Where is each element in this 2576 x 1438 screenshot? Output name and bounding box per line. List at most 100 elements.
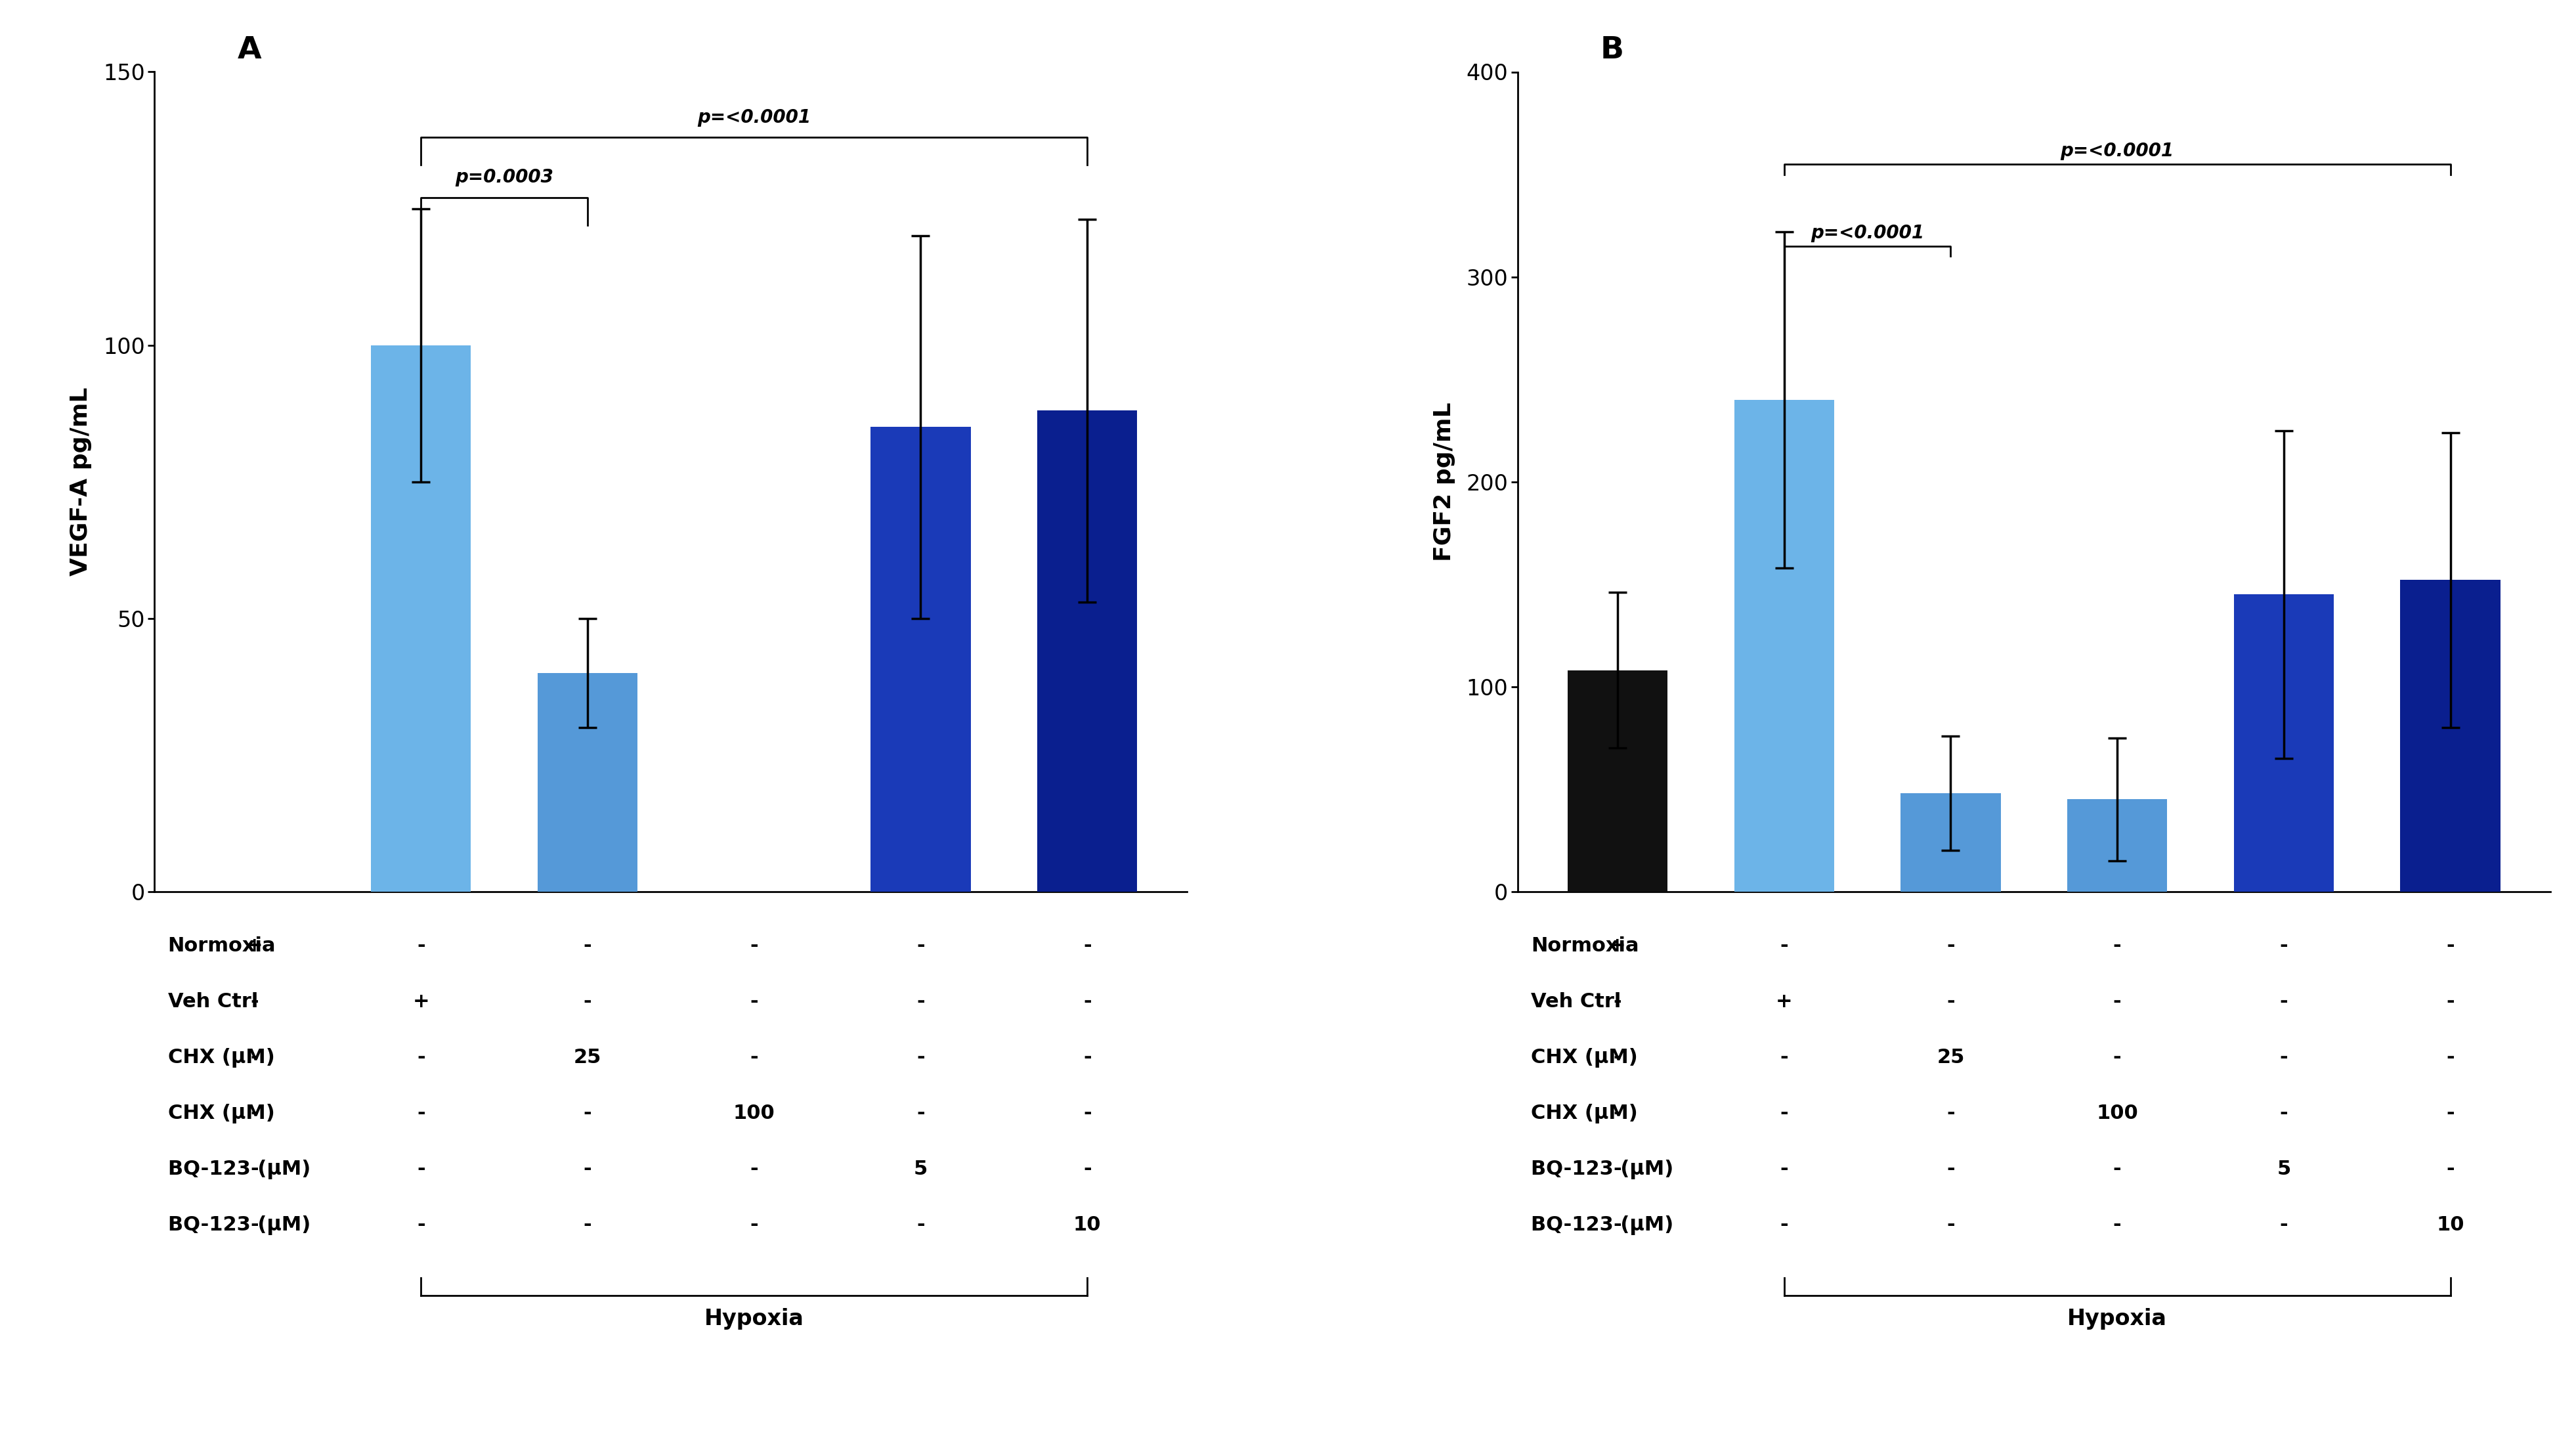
Text: -: - [1780,1159,1788,1179]
Text: -: - [582,1104,592,1123]
Bar [2233,594,2334,892]
Bar [2401,580,2501,892]
Text: -: - [917,936,925,956]
Bar [2069,800,2166,892]
Text: Veh Ctrl: Veh Ctrl [1530,992,1620,1011]
Text: 25: 25 [574,1048,603,1067]
Text: -: - [750,992,757,1011]
Bar [871,427,971,892]
Bar [1901,794,2002,892]
Text: -: - [2112,992,2123,1011]
Text: p=<0.0001: p=<0.0001 [1811,223,1924,242]
Text: p=<0.0001: p=<0.0001 [2061,141,2174,160]
Text: -: - [1947,1159,1955,1179]
Text: -: - [1613,1048,1623,1067]
Text: Hypoxia: Hypoxia [2069,1309,2166,1330]
Text: -: - [2280,936,2287,956]
Text: +: + [1775,992,1793,1011]
Text: -: - [917,992,925,1011]
Text: BQ-123 (μM): BQ-123 (μM) [167,1215,312,1235]
Text: 5: 5 [2277,1159,2290,1179]
Text: -: - [1613,992,1623,1011]
Text: -: - [250,992,258,1011]
Text: p=0.0003: p=0.0003 [456,168,554,187]
Text: -: - [417,1048,425,1067]
Bar [538,673,639,892]
Text: -: - [750,1159,757,1179]
Text: BQ-123 (μM): BQ-123 (μM) [1530,1159,1674,1179]
Text: -: - [1082,936,1092,956]
Text: Hypoxia: Hypoxia [703,1309,804,1330]
Text: -: - [917,1215,925,1234]
Text: -: - [1780,1104,1788,1123]
Text: 100: 100 [2097,1104,2138,1123]
Text: -: - [2447,1104,2455,1123]
Text: -: - [2280,1104,2287,1123]
Text: -: - [417,1104,425,1123]
Text: -: - [1947,1215,1955,1234]
Text: -: - [2280,1048,2287,1067]
Text: -: - [2280,992,2287,1011]
Text: -: - [2112,1159,2123,1179]
Text: CHX (μM): CHX (μM) [167,1104,276,1123]
Text: -: - [417,1215,425,1234]
Text: BQ-123 (μM): BQ-123 (μM) [1530,1215,1674,1235]
Text: -: - [582,1215,592,1234]
Text: -: - [250,1048,258,1067]
Text: -: - [2447,936,2455,956]
Text: +: + [1610,936,1625,956]
Bar [1569,670,1667,892]
Text: -: - [1947,992,1955,1011]
Text: +: + [412,992,430,1011]
Text: 10: 10 [2437,1215,2465,1234]
Text: -: - [2447,1159,2455,1179]
Text: -: - [1082,992,1092,1011]
Text: -: - [1082,1159,1092,1179]
Text: -: - [750,936,757,956]
Text: p=<0.0001: p=<0.0001 [698,108,811,127]
Text: -: - [250,1104,258,1123]
Text: -: - [417,936,425,956]
Text: BQ-123 (μM): BQ-123 (μM) [167,1159,312,1179]
Text: -: - [1780,1048,1788,1067]
Text: 5: 5 [914,1159,927,1179]
Text: -: - [1082,1104,1092,1123]
Text: B: B [1600,36,1623,65]
Text: -: - [1613,1159,1623,1179]
Text: A: A [237,36,260,65]
Text: -: - [1947,1104,1955,1123]
Text: Veh Ctrl: Veh Ctrl [167,992,258,1011]
Text: +: + [247,936,263,956]
Text: CHX (μM): CHX (μM) [1530,1048,1638,1068]
Text: 100: 100 [734,1104,775,1123]
Text: -: - [2447,992,2455,1011]
Text: -: - [1082,1048,1092,1067]
Y-axis label: FGF2 pg/mL: FGF2 pg/mL [1432,403,1455,561]
Text: -: - [582,992,592,1011]
Text: -: - [1947,936,1955,956]
Text: -: - [2447,1048,2455,1067]
Text: -: - [2112,1048,2123,1067]
Text: -: - [750,1215,757,1234]
Text: -: - [417,1159,425,1179]
Text: -: - [1780,1215,1788,1234]
Text: -: - [1780,936,1788,956]
Bar [1734,400,1834,892]
Text: -: - [1613,1104,1623,1123]
Text: -: - [917,1104,925,1123]
Text: -: - [250,1159,258,1179]
Text: 25: 25 [1937,1048,1965,1067]
Text: -: - [2280,1215,2287,1234]
Text: -: - [250,1215,258,1234]
Text: -: - [582,936,592,956]
Text: 10: 10 [1074,1215,1100,1234]
Bar [371,345,471,892]
Y-axis label: VEGF-A pg/mL: VEGF-A pg/mL [70,387,93,577]
Text: CHX (μM): CHX (μM) [167,1048,276,1068]
Text: -: - [917,1048,925,1067]
Text: CHX (μM): CHX (μM) [1530,1104,1638,1123]
Text: -: - [1613,1215,1623,1234]
Text: -: - [582,1159,592,1179]
Text: -: - [750,1048,757,1067]
Text: -: - [2112,1215,2123,1234]
